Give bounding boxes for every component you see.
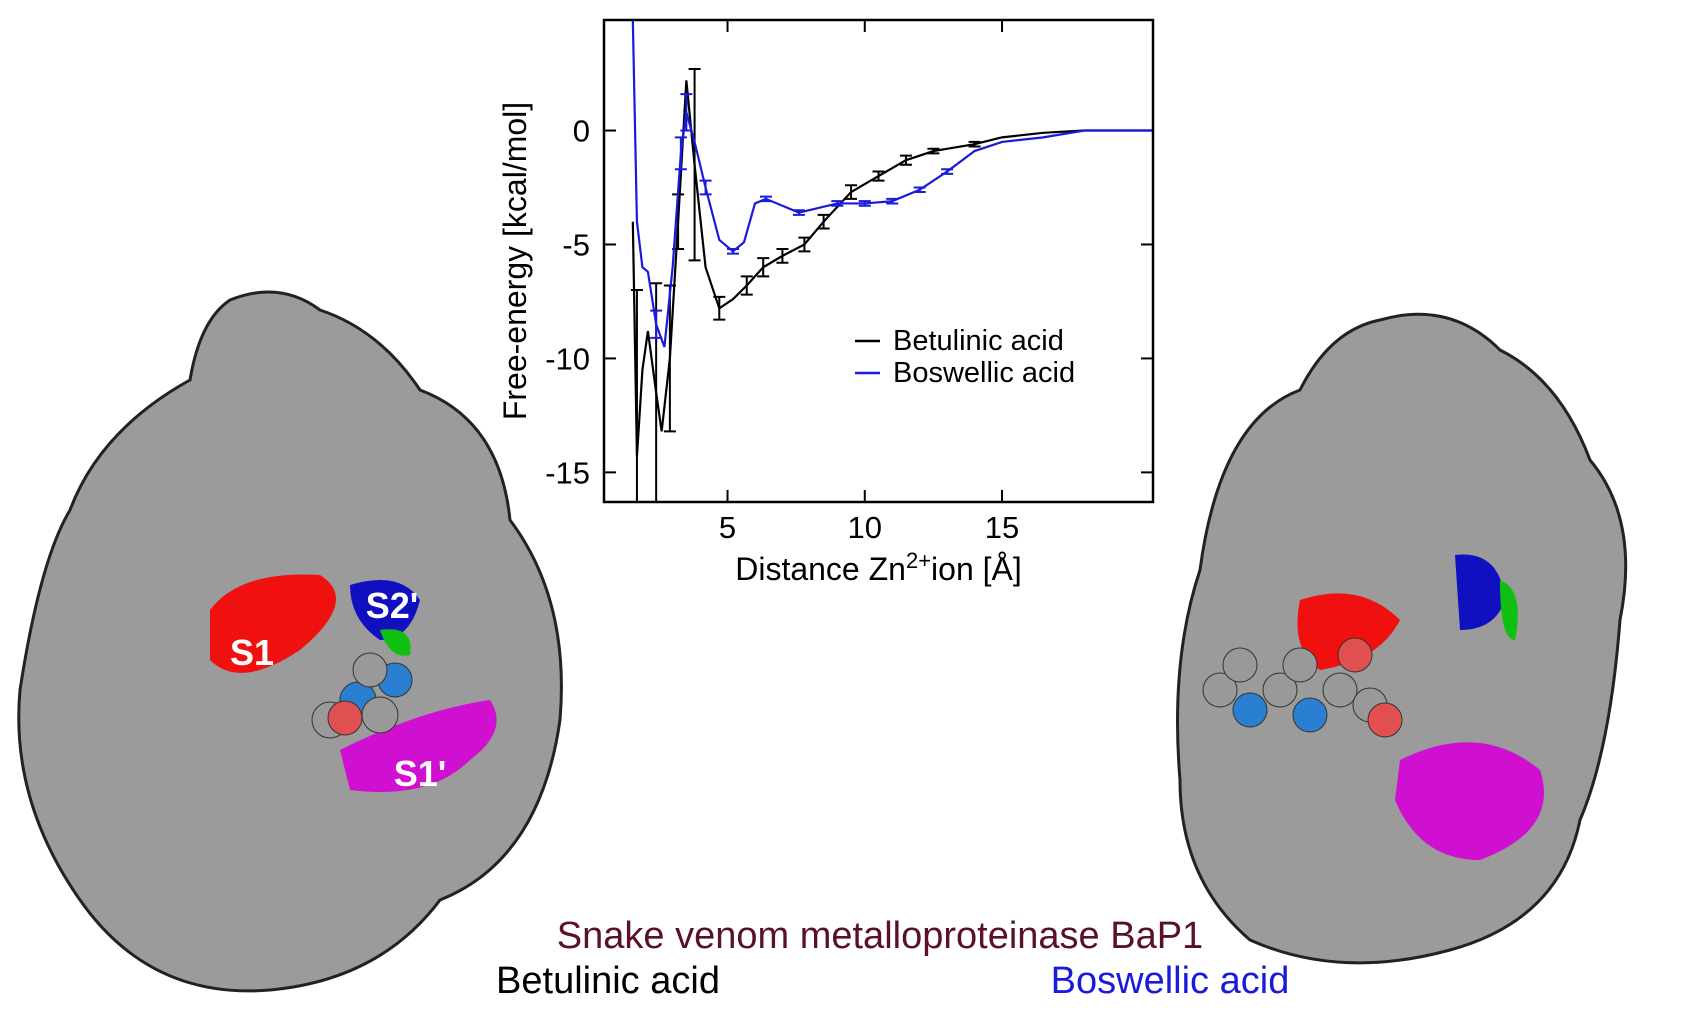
error-bar [759, 195, 772, 203]
x-axis-label-part: 2+ [906, 548, 931, 573]
x-tick-label: 5 [719, 510, 736, 545]
error-bar [680, 93, 693, 132]
error-bar [913, 186, 926, 194]
x-axis-label-part: Distance Zn [735, 551, 906, 587]
error-bar [630, 289, 643, 502]
left-label: Betulinic acid [496, 960, 720, 1002]
left-protein [17, 290, 563, 993]
error-bar [674, 136, 687, 171]
right-protein [1176, 312, 1628, 965]
error-bar [699, 179, 712, 196]
y-tick-label: -10 [545, 341, 590, 376]
x-axis-label: Distance Zn2+ion [Å] [735, 548, 1022, 587]
x-tick-label: 15 [985, 510, 1019, 545]
y-tick-label: -5 [562, 227, 590, 262]
chart: 5 10 15 -15 -10 -5 0 Distance Zn2+ion [Å] Free-e… [497, 18, 1155, 587]
y-tick-label: -15 [545, 455, 590, 490]
series-line [631, 20, 1153, 348]
error-bar [872, 170, 885, 182]
site-label: S1' [394, 753, 447, 794]
error-bar [831, 200, 844, 207]
error-bar [740, 275, 753, 296]
error-bar [798, 236, 811, 253]
error-bar [650, 309, 663, 339]
error-bar [713, 295, 726, 321]
y-axis-label: Free-energy [kcal/mol] [497, 102, 533, 420]
error-bar [845, 184, 858, 200]
error-bar [941, 168, 954, 175]
error-bar [757, 257, 770, 278]
right-label: Boswellic acid [1051, 960, 1290, 1002]
error-bar [968, 140, 981, 148]
error-bar [899, 154, 912, 166]
site-label: S1 [230, 632, 274, 673]
error-bar [776, 248, 789, 264]
y-tick-label: 0 [573, 114, 590, 149]
error-bar [688, 67, 701, 262]
error-bar [792, 209, 805, 216]
error-bar [927, 147, 940, 155]
legend-label: Betulinic acid [893, 325, 1064, 357]
x-axis-label-part: ion [Å] [931, 551, 1022, 587]
error-bar [817, 213, 830, 230]
x-tick-label: 10 [848, 510, 882, 545]
error-bar [727, 248, 740, 255]
legend-label: Boswellic acid [893, 357, 1075, 389]
plot-frame [602, 18, 1155, 504]
site-label: S2' [366, 585, 419, 626]
caption: Snake venom metalloproteinase BaP1 [557, 915, 1203, 957]
error-bar [886, 197, 899, 205]
error-bar [858, 200, 871, 207]
